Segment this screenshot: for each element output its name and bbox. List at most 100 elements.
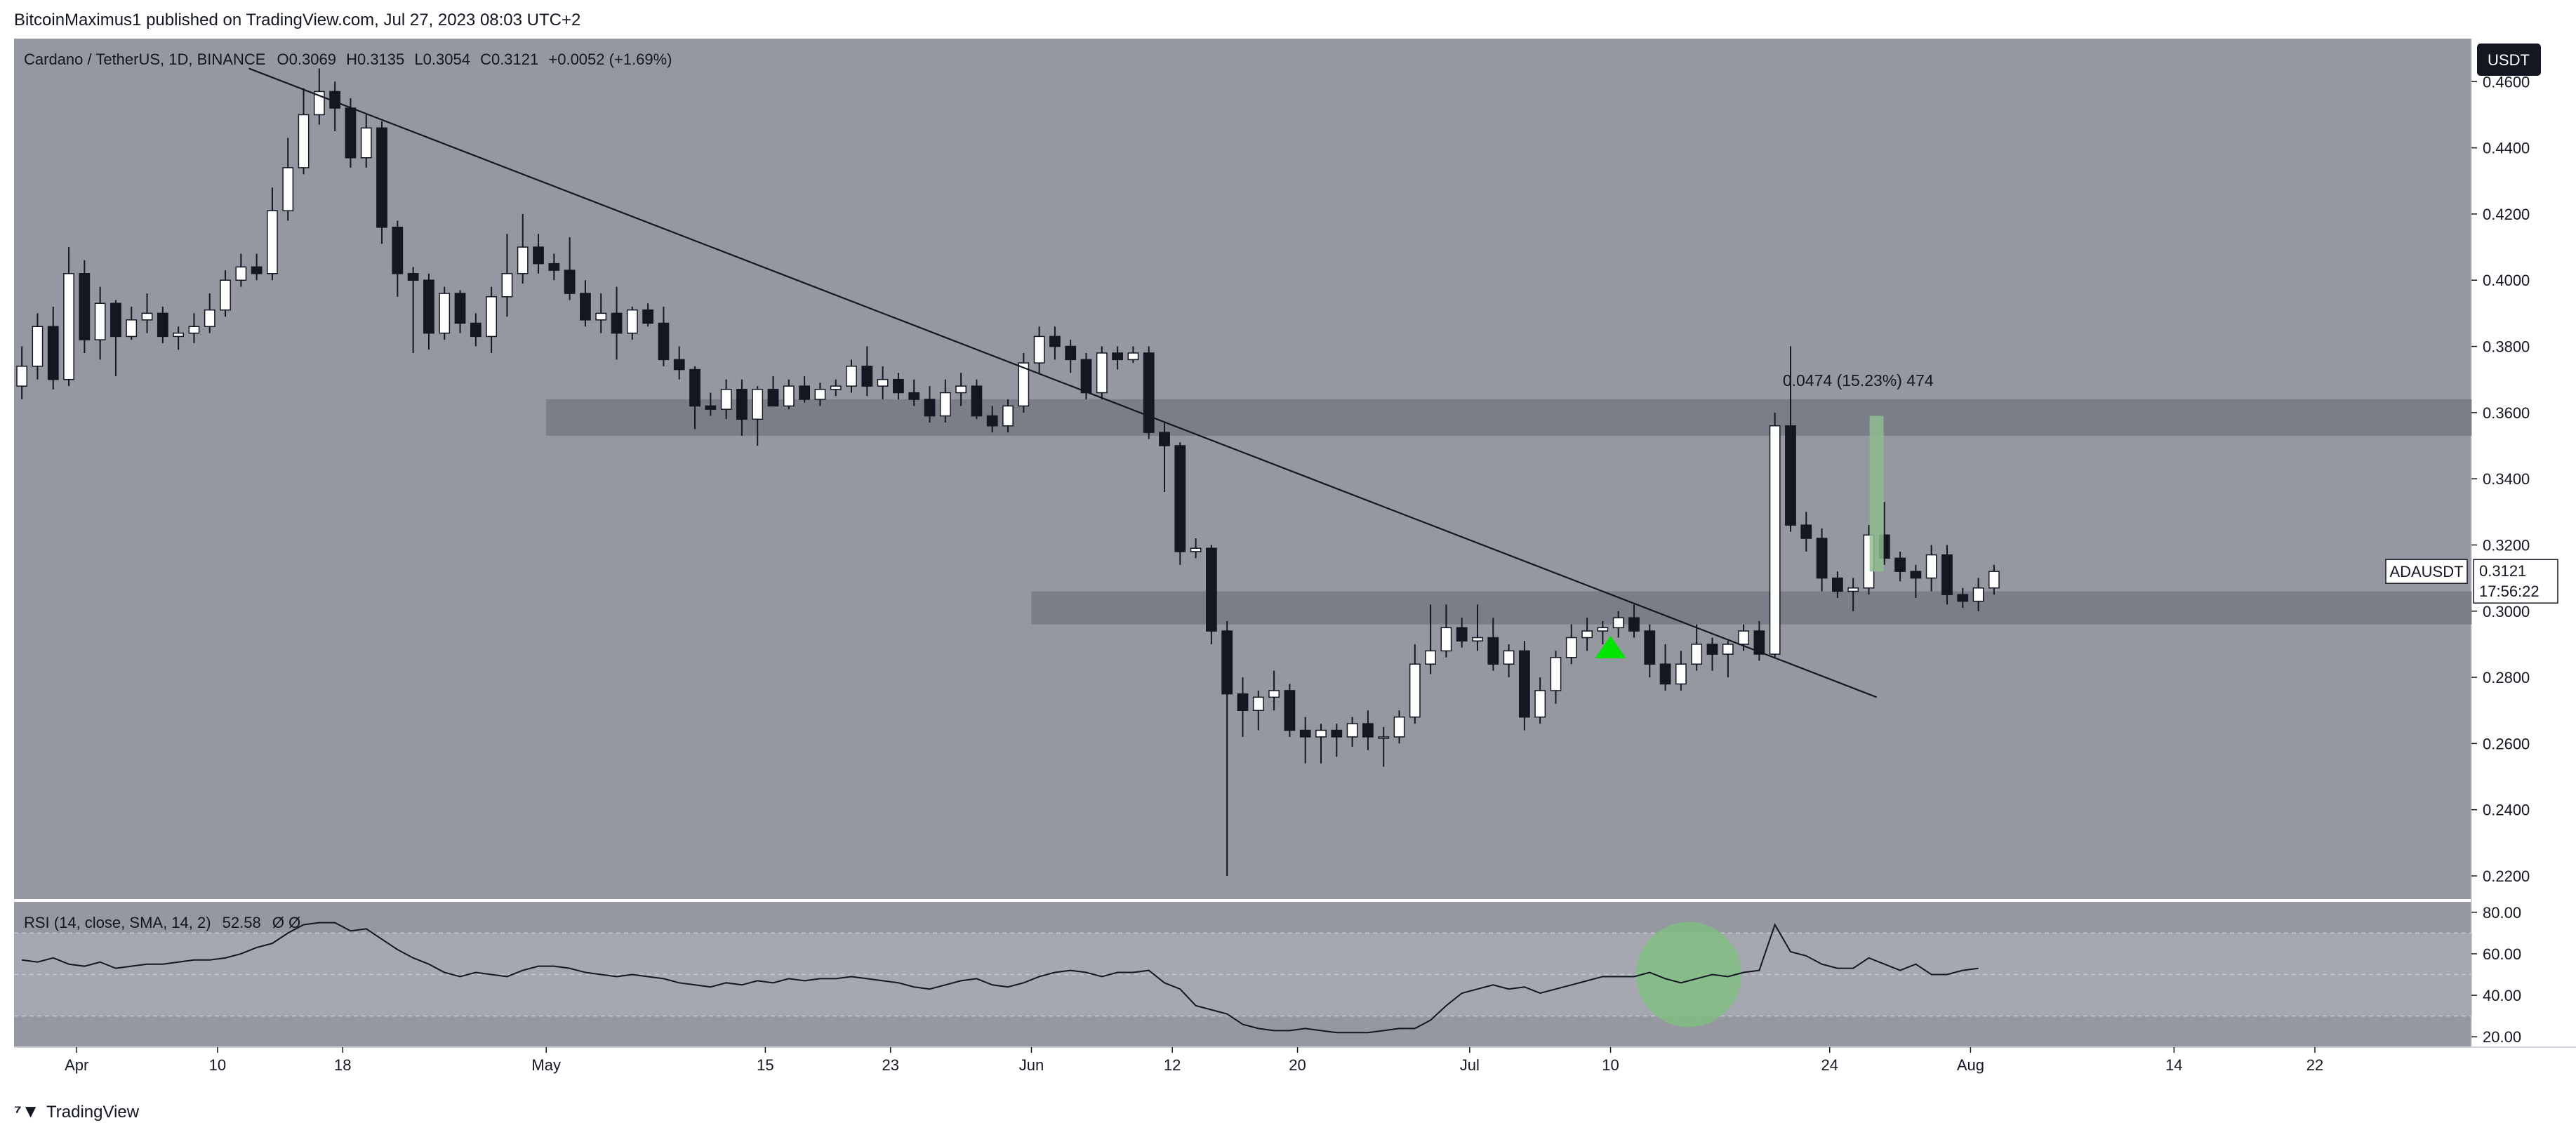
candle [1127, 346, 1139, 364]
candle [877, 366, 889, 399]
candle-body [1519, 650, 1530, 718]
candle [1002, 399, 1014, 433]
candle-body [1597, 627, 1609, 632]
rsi-legend: RSI (14, close, SMA, 14, 2) 52.58 Ø Ø [24, 914, 300, 931]
open-value: 0.3069 [289, 51, 336, 68]
rsi-extras: Ø Ø [272, 914, 300, 931]
candle [595, 293, 607, 333]
candle [486, 286, 498, 353]
price-tick-label: 0.4600 [2483, 73, 2530, 91]
candle [1738, 624, 1749, 651]
time-tick-label: 24 [1821, 1056, 1838, 1074]
price-tick-label: 0.2200 [2483, 867, 2530, 885]
candle-body [1941, 554, 1953, 595]
candle [79, 260, 91, 353]
high-label: H [346, 51, 357, 68]
candle [1268, 670, 1280, 711]
candle [1487, 618, 1499, 671]
candle-body [1847, 587, 1859, 592]
candle [407, 267, 419, 353]
candle-body [1800, 524, 1812, 539]
candle [1456, 618, 1468, 648]
main-pane[interactable] [14, 39, 2471, 899]
candle-body [439, 293, 451, 334]
candle [626, 306, 638, 340]
candle-body [235, 266, 247, 281]
candle [1018, 352, 1030, 413]
candle [1988, 564, 2000, 595]
candle [188, 313, 200, 343]
candle [1753, 620, 1765, 661]
candle-body [1988, 571, 2000, 589]
candle [1722, 641, 1734, 678]
candle-body [642, 309, 654, 324]
candle [1299, 717, 1311, 764]
candle-body [1816, 538, 1828, 579]
candle [924, 386, 936, 423]
candle-body [846, 366, 857, 387]
price-tick-label: 0.2800 [2483, 669, 2530, 686]
candle [971, 379, 983, 420]
candle-body [1393, 716, 1405, 738]
candle-body [1659, 663, 1671, 685]
candle [220, 270, 231, 317]
candle [1065, 340, 1077, 373]
rsi-tick-label: 80.00 [2483, 904, 2521, 922]
candle [1393, 710, 1405, 744]
candle-body [1190, 547, 1202, 552]
candle [94, 286, 106, 360]
candle-body [110, 302, 121, 338]
candle-body [1033, 335, 1045, 364]
candle [1143, 346, 1155, 439]
price-tick-label: 0.3800 [2483, 338, 2530, 356]
candle-body [173, 332, 185, 338]
candle [752, 386, 764, 446]
candle-body [595, 312, 607, 321]
price-axis[interactable] [2471, 39, 2576, 1047]
candle-body [1691, 644, 1703, 665]
low-value: 0.3054 [423, 51, 470, 68]
candle [1174, 442, 1186, 565]
rsi-tick-label: 40.00 [2483, 987, 2521, 1004]
candle-body [1675, 663, 1687, 685]
candle-body [1565, 637, 1577, 658]
candle-body [1628, 617, 1640, 632]
candle-body [861, 366, 873, 387]
candle [1831, 571, 1843, 598]
candle-body [1096, 352, 1108, 394]
candle-body [157, 312, 168, 338]
candle-body [799, 385, 811, 400]
time-tick-label: Aug [1957, 1056, 1984, 1074]
candle-body [1331, 729, 1343, 738]
candle [173, 326, 185, 350]
candle [1581, 618, 1593, 651]
candle [720, 379, 732, 420]
candle-body [1221, 630, 1233, 695]
currency-button[interactable]: USDT [2477, 44, 2541, 76]
candle [767, 375, 779, 407]
price-tick-label: 0.3000 [2483, 603, 2530, 620]
candle [360, 114, 372, 168]
candle-body [1957, 594, 1969, 602]
candle-body [1378, 736, 1390, 739]
candle [893, 373, 904, 399]
candle [955, 373, 967, 406]
candle-body [1644, 630, 1656, 665]
candle [846, 359, 857, 393]
candle-body [1409, 663, 1421, 718]
candle [908, 379, 920, 406]
candle [1565, 624, 1577, 665]
candle-body [1738, 630, 1749, 645]
candle-body [1785, 425, 1796, 526]
candle-body [705, 405, 717, 410]
time-tick-label: May [531, 1056, 561, 1074]
high-value: 0.3135 [357, 51, 404, 68]
time-tick-label: 10 [209, 1056, 226, 1074]
candle-body [454, 293, 466, 324]
candle-body [924, 399, 936, 417]
candle [736, 379, 748, 436]
candle [1252, 690, 1264, 731]
published-header: BitcoinMaximus1 published on TradingView… [14, 11, 580, 29]
candle [1894, 551, 1906, 582]
